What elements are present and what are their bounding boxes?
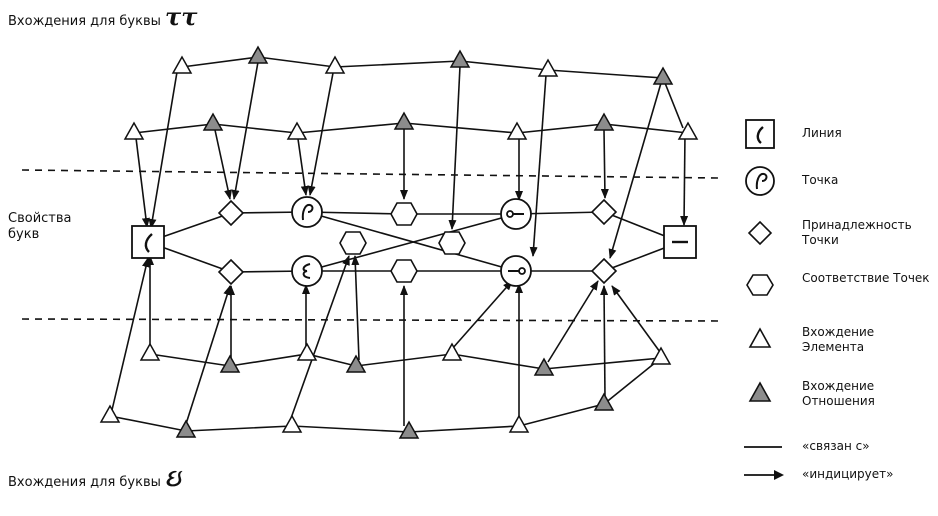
bottom-title: Вхождения для буквы ઇ	[8, 466, 180, 491]
element-occurrence-triangle	[281, 414, 303, 433]
line-node-right	[663, 225, 697, 259]
relation-occurrence-triangle	[393, 111, 415, 130]
relation-occurrence-triangle	[398, 420, 420, 439]
point-node-lower-left	[291, 255, 323, 287]
element-occurrence-triangle	[677, 121, 699, 140]
element-occurrence-triangle	[139, 342, 161, 361]
relation-occurrence-triangle	[345, 354, 367, 373]
line-node-left	[131, 225, 165, 259]
relation-occurrence-triangle	[202, 112, 224, 131]
top-title-text: Вхождения для буквы	[8, 14, 161, 29]
white-triangle-icon	[748, 327, 772, 348]
point-circle-icon	[745, 166, 775, 196]
indication-arrows	[111, 61, 689, 426]
bottom-outer-chain	[109, 403, 605, 433]
top-inner-triangles	[123, 111, 699, 140]
diamond-icon	[747, 220, 773, 246]
correspondence-hexagon	[339, 231, 367, 255]
correspondence-hexagons	[339, 202, 466, 283]
relation-occurrence-triangle	[175, 419, 197, 438]
membership-diamond	[217, 258, 245, 286]
relation-occurrence-triangle	[219, 354, 241, 373]
bottom-chain-link	[603, 357, 662, 405]
element-occurrence-triangle	[286, 121, 308, 140]
arrow-line-icon	[744, 470, 784, 480]
element-occurrence-triangle	[296, 342, 318, 361]
plain-line-icon	[744, 446, 782, 448]
element-occurrence-triangle	[537, 58, 559, 77]
membership-diamond	[217, 199, 245, 227]
lower-dashed-separator	[21, 318, 719, 322]
element-occurrence-triangle	[650, 346, 672, 365]
relation-occurrence-triangle	[449, 49, 471, 68]
membership-diamonds	[217, 198, 618, 286]
element-occurrence-triangle	[171, 55, 193, 74]
element-occurrence-triangle	[324, 55, 346, 74]
correspondence-hexagon	[438, 231, 466, 255]
point-node-upper-right	[500, 198, 532, 230]
hexagon-icon	[746, 274, 774, 296]
element-occurrence-triangle	[123, 121, 145, 140]
line-square-icon	[745, 119, 775, 149]
bottom-title-text: Вхождения для буквы	[8, 475, 161, 490]
element-occurrence-triangle	[441, 342, 463, 361]
element-occurrence-triangle	[99, 404, 121, 423]
letter-properties-label: Свойства букв	[8, 211, 72, 242]
relation-occurrence-triangle	[593, 112, 615, 131]
upper-dashed-separator	[21, 169, 719, 179]
bottom-title-letter: ઇ	[165, 463, 181, 492]
element-occurrence-triangle	[506, 121, 528, 140]
correspondence-hexagon	[390, 259, 418, 283]
membership-diamond	[590, 257, 618, 285]
top-outer-triangles	[171, 45, 674, 85]
point-node-lower-right	[500, 255, 532, 287]
gray-triangle-icon	[748, 381, 772, 402]
relation-occurrence-triangle	[593, 392, 615, 411]
relation-occurrence-triangle	[247, 45, 269, 64]
correspondence-hexagon	[390, 202, 418, 226]
membership-diamond	[590, 198, 618, 226]
bottom-outer-triangles	[99, 392, 615, 439]
element-occurrence-triangle	[508, 414, 530, 433]
relation-occurrence-triangle	[533, 357, 555, 376]
bottom-inner-triangles	[139, 342, 672, 376]
relation-occurrence-triangle	[652, 66, 674, 85]
point-node-upper-left	[291, 196, 323, 228]
top-title-letter: ττ	[165, 2, 198, 31]
top-title: Вхождения для буквы ττ	[8, 5, 197, 30]
